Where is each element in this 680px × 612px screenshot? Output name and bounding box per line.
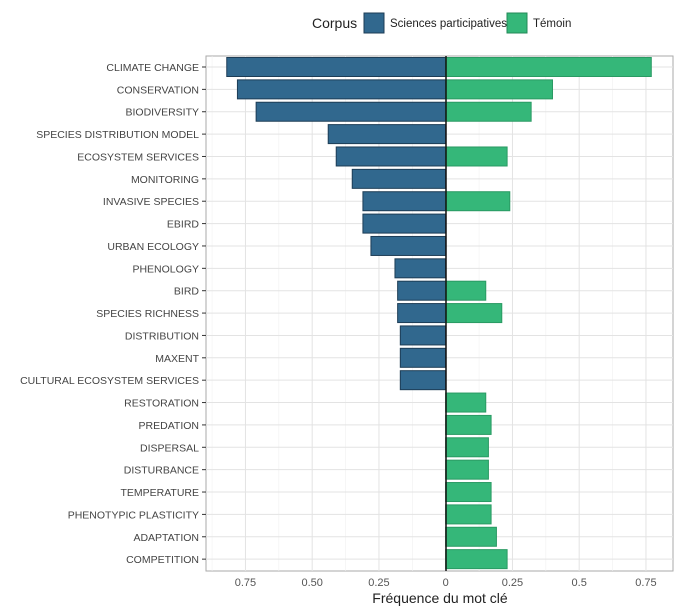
- legend-key-sciences-participatives: [363, 12, 385, 34]
- category-label: CONSERVATION: [117, 84, 199, 96]
- bar-temoin: [445, 191, 511, 212]
- bar-temoin: [445, 526, 497, 547]
- bars: [226, 57, 652, 570]
- bar-sciences-participatives: [327, 124, 447, 145]
- bar-sciences-participatives: [362, 213, 447, 234]
- category-label: DISTURBANCE: [124, 465, 199, 477]
- legend-label-sciences-participatives: Sciences participatives: [390, 18, 507, 30]
- category-label: PHENOTYPIC PLASTICITY: [68, 509, 199, 521]
- bar-sciences-participatives: [255, 101, 447, 122]
- bar-temoin: [445, 392, 487, 413]
- category-label: ECOSYSTEM SERVICES: [77, 151, 199, 163]
- category-label: CULTURAL ECOSYSTEM SERVICES: [20, 375, 199, 387]
- bar-temoin: [445, 549, 508, 570]
- bar-sciences-participatives: [226, 57, 447, 77]
- bar-sciences-participatives: [399, 325, 447, 346]
- category-label: MAXENT: [155, 353, 199, 365]
- x-tick-label: 0.25: [502, 577, 523, 589]
- bar-temoin: [445, 303, 503, 324]
- category-label: RESTORATION: [124, 398, 199, 410]
- x-tick-label: 0.5: [572, 577, 587, 589]
- category-label: COMPETITION: [126, 554, 199, 566]
- x-tick-label: 0.75: [635, 577, 656, 589]
- legend-title: Corpus: [312, 15, 357, 31]
- bar-temoin: [445, 146, 508, 167]
- bar-temoin: [445, 482, 492, 503]
- category-label: CLIMATE CHANGE: [106, 62, 199, 74]
- category-label: URBAN ECOLOGY: [107, 241, 199, 253]
- bar-temoin: [445, 280, 487, 301]
- x-tick-label: 0.75: [235, 577, 256, 589]
- bar-temoin: [445, 414, 492, 435]
- legend-label-temoin: Témoin: [533, 18, 571, 30]
- legend-key-temoin: [506, 12, 528, 34]
- bar-sciences-participatives: [394, 258, 447, 279]
- bar-sciences-participatives: [362, 191, 447, 212]
- bar-sciences-participatives: [351, 168, 447, 189]
- x-axis-title: Fréquence du mot clé: [372, 590, 508, 606]
- bar-sciences-participatives: [397, 303, 447, 324]
- bar-temoin: [445, 57, 652, 77]
- category-label: ADAPTATION: [133, 532, 199, 544]
- legend: Corpus Sciences participatives Témoin: [312, 12, 571, 34]
- bar-temoin: [445, 79, 554, 100]
- bar-temoin: [445, 437, 489, 458]
- bar-sciences-participatives: [397, 280, 447, 301]
- x-tick-label: 0.25: [368, 577, 389, 589]
- category-label: PREDATION: [139, 420, 199, 432]
- bar-sciences-participatives: [399, 370, 447, 391]
- category-label: MONITORING: [131, 174, 199, 186]
- bar-temoin: [445, 504, 492, 525]
- category-label: BIODIVERSITY: [125, 107, 199, 119]
- category-label: BIRD: [174, 286, 200, 298]
- category-label: DISPERSAL: [140, 442, 199, 454]
- x-tick-labels: 0.75 0.50 0.25 0 0.25 0.5 0.75: [235, 577, 657, 589]
- category-label: SPECIES DISTRIBUTION MODEL: [36, 129, 199, 141]
- bar-sciences-participatives: [370, 235, 447, 256]
- category-label: SPECIES RICHNESS: [96, 308, 199, 320]
- bar-sciences-participatives: [335, 146, 447, 167]
- category-label: DISTRIBUTION: [125, 330, 199, 342]
- bar-sciences-participatives: [399, 347, 447, 368]
- bar-temoin: [445, 459, 489, 480]
- category-label: EBIRD: [167, 219, 200, 231]
- category-labels: CLIMATE CHANGE CONSERVATION BIODIVERSITY SP…: [20, 62, 206, 566]
- x-tick-label: 0.50: [301, 577, 322, 589]
- category-label: INVASIVE SPECIES: [103, 196, 199, 208]
- bar-temoin: [445, 101, 532, 122]
- bar-sciences-participatives: [236, 79, 447, 100]
- x-tick-label: 0: [443, 577, 449, 589]
- category-label: TEMPERATURE: [120, 487, 199, 499]
- category-label: PHENOLOGY: [132, 263, 199, 275]
